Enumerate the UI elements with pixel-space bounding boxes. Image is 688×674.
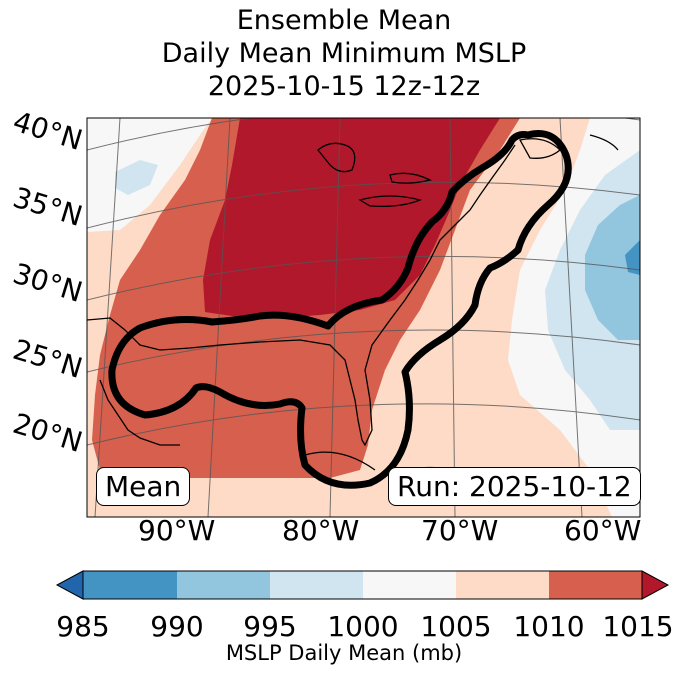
colorbar-bin-1005-1010 bbox=[456, 571, 549, 599]
colorbar-tick: 990 bbox=[150, 610, 204, 643]
field-995-1000-nw bbox=[115, 160, 158, 195]
colorbar-bin-1000-1005 bbox=[363, 571, 456, 599]
graticule bbox=[87, 118, 640, 517]
coastlines bbox=[87, 134, 619, 471]
lon-label-80w: 80°W bbox=[282, 514, 360, 547]
field-above-1015 bbox=[203, 118, 500, 318]
colorbar-bin-990-995 bbox=[177, 571, 270, 599]
field-990-995-east bbox=[585, 195, 640, 340]
colorbar bbox=[55, 570, 670, 600]
annotation-run-date: Run: 2025-10-12 bbox=[388, 467, 641, 506]
field-985-990-east bbox=[625, 240, 640, 275]
lon-label-70w: 70°W bbox=[421, 514, 499, 547]
colorbar-tick: 995 bbox=[243, 610, 297, 643]
colorbar-label: MSLP Daily Mean (mb) bbox=[225, 641, 463, 665]
title-line-2: Daily Mean Minimum MSLP bbox=[161, 38, 527, 69]
colorbar-tick: 1015 bbox=[602, 610, 674, 643]
annotation-mean: Mean bbox=[96, 467, 191, 506]
colorbar-bin-985-990 bbox=[83, 571, 177, 599]
lon-label-60w: 60°W bbox=[564, 514, 642, 547]
probability-contour bbox=[108, 130, 572, 489]
colorbar-tick: 1000 bbox=[327, 610, 399, 643]
colorbar-extend-high bbox=[641, 570, 670, 600]
title-line-1: Ensemble Mean bbox=[236, 5, 452, 36]
colorbar-tick: 1005 bbox=[420, 610, 492, 643]
map-frame bbox=[86, 117, 641, 518]
colorbar-bin-1010-1015 bbox=[549, 571, 642, 599]
chart-title: Ensemble Mean Daily Mean Minimum MSLP 20… bbox=[0, 4, 688, 103]
colorbar-extend-low bbox=[55, 570, 84, 600]
title-line-3: 2025-10-15 12z-12z bbox=[207, 71, 481, 102]
colorbar-tick: 1010 bbox=[513, 610, 585, 643]
lon-label-90w: 90°W bbox=[138, 514, 216, 547]
colorbar-tick: 985 bbox=[56, 610, 110, 643]
colorbar-bin-995-1000 bbox=[270, 571, 363, 599]
